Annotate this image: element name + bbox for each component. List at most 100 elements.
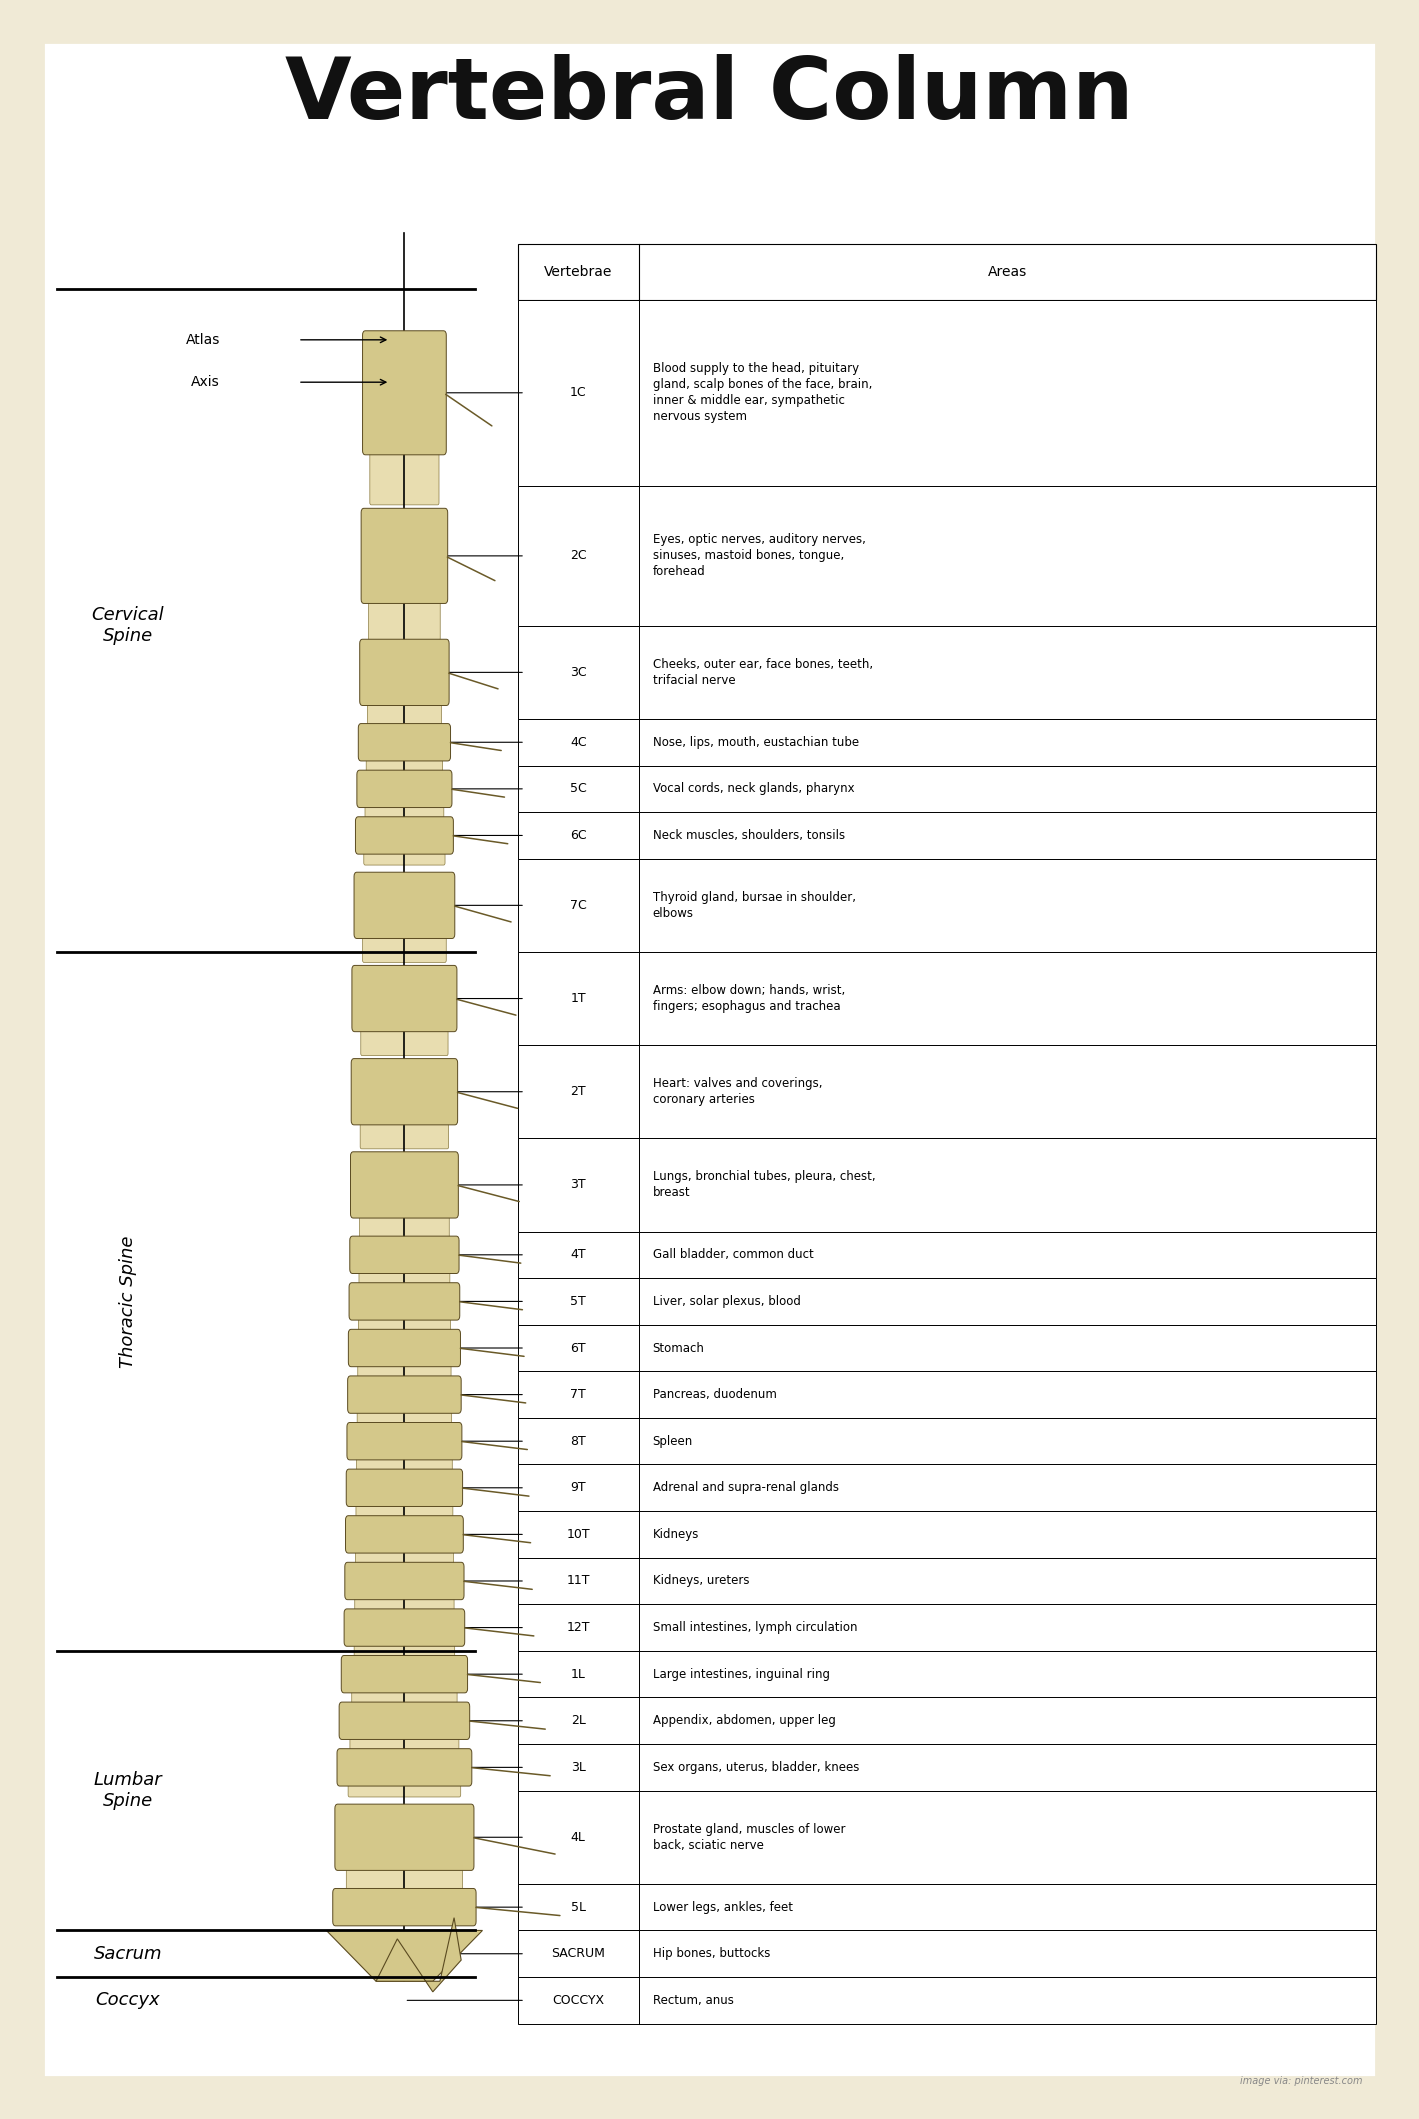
FancyBboxPatch shape	[356, 1500, 453, 1517]
Text: 3L: 3L	[570, 1761, 586, 1774]
Bar	[518, 1744, 1376, 1791]
Polygon shape	[376, 1918, 461, 1992]
FancyArrowPatch shape	[461, 1394, 525, 1403]
FancyBboxPatch shape	[360, 1026, 448, 1055]
Bar	[518, 1791, 1376, 1884]
FancyBboxPatch shape	[350, 1060, 457, 1125]
Bar	[518, 1324, 1376, 1371]
FancyBboxPatch shape	[368, 699, 441, 729]
Text: Spleen: Spleen	[653, 1435, 692, 1447]
Text: 12T: 12T	[566, 1621, 590, 1634]
FancyBboxPatch shape	[358, 723, 450, 761]
FancyBboxPatch shape	[343, 1608, 464, 1646]
FancyBboxPatch shape	[359, 640, 448, 706]
Bar	[518, 1278, 1376, 1324]
Bar	[518, 718, 1376, 765]
Text: Lungs, bronchial tubes, pleura, chest,
breast: Lungs, bronchial tubes, pleura, chest, b…	[653, 1170, 876, 1199]
Text: 6C: 6C	[570, 829, 586, 841]
Text: 2C: 2C	[570, 549, 586, 562]
Text: image via: pinterest.com: image via: pinterest.com	[1240, 2077, 1362, 2085]
Polygon shape	[326, 1930, 482, 1981]
FancyBboxPatch shape	[346, 1865, 463, 1894]
FancyBboxPatch shape	[359, 1212, 450, 1242]
Bar	[518, 485, 1376, 625]
FancyArrowPatch shape	[460, 1301, 522, 1310]
FancyBboxPatch shape	[369, 598, 440, 640]
Bar	[518, 625, 1376, 718]
FancyBboxPatch shape	[355, 1547, 454, 1564]
Bar	[518, 1557, 1376, 1604]
FancyArrowPatch shape	[457, 1093, 518, 1108]
FancyBboxPatch shape	[356, 769, 451, 807]
Text: Vocal cords, neck glands, pharynx: Vocal cords, neck glands, pharynx	[653, 782, 854, 795]
Text: Pancreas, duodenum: Pancreas, duodenum	[653, 1388, 776, 1401]
Bar	[518, 858, 1376, 951]
Text: COCCYX: COCCYX	[552, 1994, 604, 2007]
Text: 1L: 1L	[570, 1668, 586, 1680]
FancyBboxPatch shape	[358, 1407, 451, 1424]
Bar	[518, 299, 1376, 485]
FancyBboxPatch shape	[352, 1687, 457, 1704]
Bar	[518, 1511, 1376, 1557]
Text: 4L: 4L	[570, 1831, 586, 1844]
Text: Coccyx: Coccyx	[95, 1992, 160, 2009]
FancyArrowPatch shape	[453, 835, 508, 843]
Text: 10T: 10T	[566, 1528, 590, 1541]
Text: 6T: 6T	[570, 1341, 586, 1354]
Bar	[518, 951, 1376, 1045]
FancyArrowPatch shape	[474, 1837, 555, 1854]
Text: Rectum, anus: Rectum, anus	[653, 1994, 734, 2007]
FancyBboxPatch shape	[363, 932, 446, 962]
Text: Cheeks, outer ear, face bones, teeth,
trifacial nerve: Cheeks, outer ear, face bones, teeth, tr…	[653, 657, 873, 687]
Bar	[518, 1930, 1376, 1977]
FancyBboxPatch shape	[358, 1360, 451, 1377]
Text: 2T: 2T	[570, 1085, 586, 1098]
Text: Vertebrae: Vertebrae	[543, 265, 613, 278]
Bar	[518, 1418, 1376, 1464]
FancyBboxPatch shape	[345, 1562, 464, 1600]
Text: Cervical
Spine: Cervical Spine	[91, 606, 165, 644]
Text: 2L: 2L	[570, 1714, 586, 1727]
FancyArrowPatch shape	[475, 1907, 561, 1916]
FancyArrowPatch shape	[471, 1767, 551, 1776]
FancyBboxPatch shape	[336, 1748, 471, 1786]
FancyBboxPatch shape	[350, 1153, 458, 1218]
FancyArrowPatch shape	[464, 1581, 532, 1589]
FancyBboxPatch shape	[348, 1329, 460, 1367]
FancyArrowPatch shape	[458, 1254, 521, 1263]
FancyArrowPatch shape	[463, 1488, 529, 1496]
Bar	[518, 1371, 1376, 1418]
FancyArrowPatch shape	[460, 1348, 524, 1356]
FancyBboxPatch shape	[352, 966, 457, 1032]
FancyBboxPatch shape	[360, 1119, 448, 1148]
Bar	[518, 1604, 1376, 1651]
Text: Lower legs, ankles, feet: Lower legs, ankles, feet	[653, 1901, 793, 1913]
Text: Kidneys, ureters: Kidneys, ureters	[653, 1574, 749, 1587]
Text: 3T: 3T	[570, 1178, 586, 1191]
Text: Eyes, optic nerves, auditory nerves,
sinuses, mastoid bones, tongue,
forehead: Eyes, optic nerves, auditory nerves, sin…	[653, 534, 866, 578]
Text: 11T: 11T	[566, 1574, 590, 1587]
Text: 1C: 1C	[570, 386, 586, 398]
FancyBboxPatch shape	[335, 1803, 474, 1871]
FancyArrowPatch shape	[467, 1674, 541, 1682]
FancyArrowPatch shape	[458, 1187, 519, 1201]
Text: 9T: 9T	[570, 1481, 586, 1494]
Bar	[518, 1651, 1376, 1697]
Text: Gall bladder, common duct: Gall bladder, common duct	[653, 1248, 813, 1261]
Text: Stomach: Stomach	[653, 1341, 705, 1354]
Text: Thyroid gland, bursae in shoulder,
elbows: Thyroid gland, bursae in shoulder, elbow…	[653, 890, 856, 920]
FancyBboxPatch shape	[355, 1593, 454, 1610]
Bar	[518, 1697, 1376, 1744]
Text: Lumbar
Spine: Lumbar Spine	[94, 1771, 162, 1810]
FancyBboxPatch shape	[359, 1267, 450, 1284]
Text: Large intestines, inguinal ring: Large intestines, inguinal ring	[653, 1668, 830, 1680]
FancyArrowPatch shape	[464, 1627, 534, 1636]
FancyArrowPatch shape	[454, 907, 511, 922]
Text: Kidneys: Kidneys	[653, 1528, 700, 1541]
Text: Sex organs, uterus, bladder, knees: Sex organs, uterus, bladder, knees	[653, 1761, 858, 1774]
Text: Neck muscles, shoulders, tonsils: Neck muscles, shoulders, tonsils	[653, 829, 844, 841]
Text: Liver, solar plexus, blood: Liver, solar plexus, blood	[653, 1295, 800, 1307]
Text: Adrenal and supra-renal glands: Adrenal and supra-renal glands	[653, 1481, 839, 1494]
Text: Heart: valves and coverings,
coronary arteries: Heart: valves and coverings, coronary ar…	[653, 1076, 822, 1106]
FancyBboxPatch shape	[366, 754, 443, 771]
